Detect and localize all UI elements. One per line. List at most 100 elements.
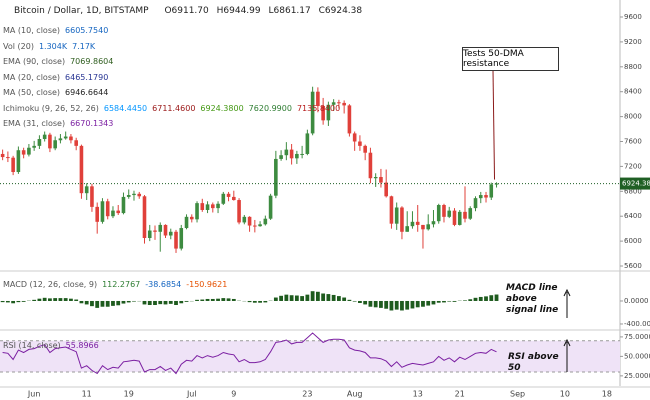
candle-body bbox=[111, 210, 115, 217]
ohlc: H6944.99 bbox=[216, 6, 261, 16]
macd-bar bbox=[358, 300, 362, 303]
macd-bar bbox=[221, 298, 226, 301]
macd-bar bbox=[53, 298, 58, 301]
x-tick-label: Aug bbox=[347, 390, 363, 399]
macd-bar bbox=[116, 300, 121, 306]
candle-body bbox=[452, 210, 457, 225]
macd-bar bbox=[447, 300, 452, 302]
macd-bar bbox=[158, 300, 163, 305]
panel-title: RSI (14, close) bbox=[3, 341, 61, 350]
macd-bar bbox=[205, 298, 210, 301]
macd-bar bbox=[100, 300, 105, 307]
macd-bar bbox=[400, 300, 404, 311]
candle-body bbox=[11, 157, 15, 173]
candle-body bbox=[489, 184, 494, 198]
macd-bar bbox=[263, 300, 268, 303]
candle-body bbox=[200, 203, 205, 210]
macd-bar bbox=[121, 300, 126, 304]
macd-bar bbox=[273, 297, 278, 301]
macd-bar bbox=[384, 300, 389, 309]
header: Bitcoin / Dollar, 1D, BITSTAMP O6911.70 … bbox=[14, 6, 367, 16]
candle-body bbox=[16, 150, 21, 173]
candle-body bbox=[32, 145, 36, 148]
candle-body bbox=[69, 136, 73, 141]
annotation-arrow bbox=[492, 69, 496, 180]
candle-body bbox=[415, 221, 420, 225]
indicator-value: 6584.4450 bbox=[103, 103, 148, 113]
macd-bar bbox=[410, 300, 415, 309]
candle-body bbox=[279, 155, 283, 159]
macd-bar bbox=[305, 294, 310, 301]
indicator-value: 7.17K bbox=[72, 41, 96, 51]
macd-bar bbox=[195, 299, 199, 301]
indicator-value: 6605.7540 bbox=[65, 26, 109, 35]
macd-bar bbox=[79, 300, 84, 304]
indicator-value: 6465.1790 bbox=[65, 72, 109, 82]
indicator-name: MA (50, close) bbox=[3, 88, 61, 97]
macd-bar bbox=[90, 300, 94, 307]
candle-body bbox=[205, 204, 210, 210]
macd-bar bbox=[48, 298, 52, 301]
x-tick-label: Jul bbox=[186, 390, 197, 399]
macd-bar bbox=[142, 300, 147, 305]
macd-bar bbox=[294, 295, 299, 301]
indicator-name: EMA (90, close) bbox=[3, 57, 66, 66]
candle-body bbox=[63, 136, 68, 139]
arrow-head bbox=[563, 288, 571, 297]
macd-bar bbox=[431, 300, 436, 305]
candle-body bbox=[410, 221, 415, 227]
candle-body bbox=[321, 106, 325, 121]
macd-bar bbox=[5, 300, 10, 303]
macd-bar bbox=[147, 300, 152, 306]
macd-bar bbox=[168, 300, 173, 304]
y-tick-label: 8000 bbox=[624, 113, 642, 121]
macd-bar bbox=[231, 298, 236, 301]
indicator-value: 7069.8604 bbox=[70, 57, 114, 66]
candle-body bbox=[457, 211, 462, 225]
macd-bar bbox=[352, 300, 357, 302]
macd-bar bbox=[321, 293, 326, 301]
macd-bar bbox=[394, 300, 399, 310]
indicator-legend: EMA (31, close) 6670.1343 bbox=[3, 119, 118, 128]
macd-bar bbox=[226, 298, 231, 301]
macd-bar bbox=[95, 300, 100, 308]
x-tick-label: 9 bbox=[231, 390, 236, 399]
candle-body bbox=[126, 195, 131, 197]
candle-body bbox=[284, 149, 289, 156]
y-tick-label: 7600 bbox=[624, 138, 642, 146]
macd-bar bbox=[200, 299, 205, 301]
y-tick-label: 8800 bbox=[624, 63, 642, 71]
indicator-legend: MA (20, close) 6465.1790 bbox=[3, 73, 113, 82]
candle-body bbox=[189, 216, 194, 220]
macd-bar bbox=[258, 300, 262, 303]
candle-body bbox=[142, 196, 147, 239]
candle-body bbox=[158, 224, 163, 232]
y-tick-label: 6400 bbox=[624, 212, 642, 220]
macd-bar bbox=[84, 300, 89, 305]
y-tick-label: 6800 bbox=[624, 187, 642, 195]
macd-bar bbox=[331, 294, 336, 301]
y-tick-label: 0.0000 bbox=[624, 297, 649, 305]
macd-bar bbox=[63, 298, 68, 301]
macd-bar bbox=[326, 294, 331, 301]
candle-body bbox=[21, 150, 26, 155]
macd-bar bbox=[58, 298, 63, 301]
macd-bar bbox=[216, 298, 220, 301]
candle-body bbox=[163, 224, 168, 236]
y-tick-label: 9600 bbox=[624, 13, 642, 21]
candle-body bbox=[442, 205, 446, 217]
candle-body bbox=[179, 228, 184, 249]
arrow-head bbox=[563, 338, 571, 347]
macd-bar bbox=[389, 300, 394, 311]
candle-body bbox=[316, 91, 320, 107]
indicator-legend: EMA (90, close) 7069.8604 bbox=[3, 57, 118, 66]
indicator-value: 6946.6644 bbox=[65, 88, 109, 97]
candle-body bbox=[405, 226, 410, 232]
macd-bar bbox=[252, 300, 257, 303]
x-tick-label: 10 bbox=[560, 390, 570, 399]
macd-bar bbox=[489, 295, 494, 301]
y-tick-label: 75.0000 bbox=[624, 333, 650, 341]
macd-bar bbox=[478, 296, 483, 301]
x-tick-label: 13 bbox=[413, 390, 423, 399]
